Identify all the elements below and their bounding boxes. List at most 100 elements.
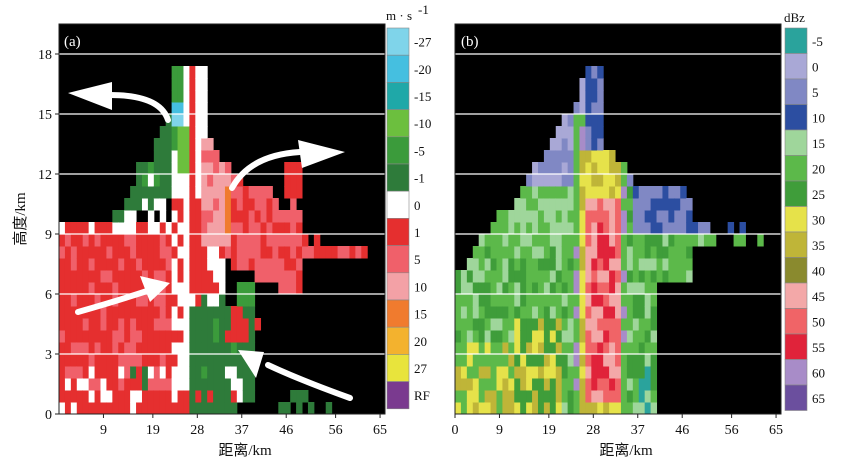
reflectivity-cell (579, 126, 586, 139)
reflectivity-cell (502, 330, 509, 343)
velocity-cell (201, 150, 208, 163)
velocity-cell (64, 366, 72, 379)
reflectivity-cell (686, 234, 693, 247)
velocity-cell (284, 174, 291, 187)
reflectivity-cell (526, 342, 533, 355)
reflectivity-cell (561, 270, 569, 283)
reflectivity-cell (537, 390, 545, 403)
velocity-cell (183, 234, 190, 247)
reflectivity-cell (615, 330, 622, 343)
reflectivity-cell (508, 258, 515, 271)
velocity-cell (82, 294, 90, 307)
colorbar-label: 20 (414, 334, 427, 349)
flow-arrow-upper-right-head (298, 140, 345, 168)
reflectivity-cell (466, 390, 474, 403)
reflectivity-cell (615, 282, 622, 295)
colorbar-a-unit-exponent: -1 (418, 2, 429, 17)
reflectivity-cell (591, 402, 598, 414)
reflectivity-cell (615, 246, 622, 259)
reflectivity-cell (484, 330, 492, 343)
reflectivity-cell (496, 270, 503, 283)
reflectivity-cell (585, 390, 592, 403)
reflectivity-cell (537, 222, 545, 235)
reflectivity-cell (520, 390, 527, 403)
reflectivity-cell (591, 174, 598, 187)
velocity-cell (224, 306, 232, 319)
velocity-cell (207, 378, 214, 391)
velocity-cell (159, 306, 167, 319)
reflectivity-cell (561, 390, 569, 403)
reflectivity-cell (555, 390, 563, 403)
reflectivity-cell (620, 354, 628, 367)
reflectivity-cell (555, 246, 563, 259)
reflectivity-cell (567, 234, 575, 247)
velocity-cell (118, 270, 125, 283)
velocity-cell (266, 246, 273, 259)
velocity-cell (94, 306, 101, 319)
reflectivity-cell (532, 198, 539, 211)
reflectivity-cell (626, 174, 634, 187)
reflectivity-cell (555, 126, 563, 139)
reflectivity-cell (603, 150, 610, 163)
reflectivity-cell (591, 198, 598, 211)
colorbar-cell (386, 272, 410, 301)
reflectivity-cell (620, 294, 628, 307)
velocity-cell (201, 366, 208, 379)
velocity-cell (219, 342, 226, 355)
colorbar-cell (386, 109, 410, 138)
reflectivity-cell (638, 354, 646, 367)
reflectivity-cell (496, 222, 503, 235)
velocity-cell (272, 258, 279, 271)
velocity-cell (337, 246, 345, 259)
reflectivity-cell (615, 366, 622, 379)
velocity-cell (100, 282, 107, 295)
reflectivity-cell (597, 354, 604, 367)
reflectivity-cell (585, 354, 592, 367)
reflectivity-cell (579, 150, 586, 163)
reflectivity-cell (484, 366, 492, 379)
velocity-cell (165, 390, 173, 403)
velocity-cell (183, 150, 190, 163)
reflectivity-cell (709, 234, 717, 247)
reflectivity-cell (609, 234, 616, 247)
velocity-cell (183, 174, 190, 187)
velocity-cell (195, 126, 202, 139)
velocity-cell (70, 390, 78, 403)
velocity-cell (59, 222, 66, 235)
velocity-cell (183, 306, 190, 319)
reflectivity-cell (650, 402, 658, 414)
reflectivity-cell (609, 246, 616, 259)
velocity-cell (260, 210, 267, 223)
colorbar-label: 20 (812, 161, 825, 176)
velocity-cell (70, 354, 78, 367)
velocity-cell (248, 378, 256, 391)
panel-b-reflectivity-field (455, 66, 764, 414)
reflectivity-cell (620, 390, 628, 403)
velocity-cell (124, 210, 131, 223)
reflectivity-cell (597, 102, 604, 115)
velocity-cell (195, 102, 202, 115)
reflectivity-cell (609, 258, 616, 271)
reflectivity-cell (644, 282, 652, 295)
colorbar-label: 0 (812, 59, 819, 74)
velocity-cell (213, 330, 220, 343)
velocity-cell (159, 246, 167, 259)
reflectivity-cell (543, 342, 551, 355)
velocity-cell (88, 402, 96, 414)
reflectivity-cell (597, 114, 604, 127)
velocity-cell (59, 282, 66, 295)
reflectivity-cell (478, 330, 486, 343)
velocity-cell (177, 306, 184, 319)
velocity-cell (130, 390, 137, 403)
panel-b-frame (454, 23, 782, 415)
velocity-cell (94, 390, 101, 403)
reflectivity-cell (591, 270, 598, 283)
reflectivity-cell (537, 342, 545, 355)
velocity-cell (64, 258, 72, 271)
reflectivity-cell (609, 198, 616, 211)
velocity-cell (224, 198, 232, 211)
reflectivity-cell (579, 330, 586, 343)
velocity-cell (136, 318, 143, 331)
reflectivity-cell (650, 378, 658, 391)
velocity-cell (201, 294, 208, 307)
